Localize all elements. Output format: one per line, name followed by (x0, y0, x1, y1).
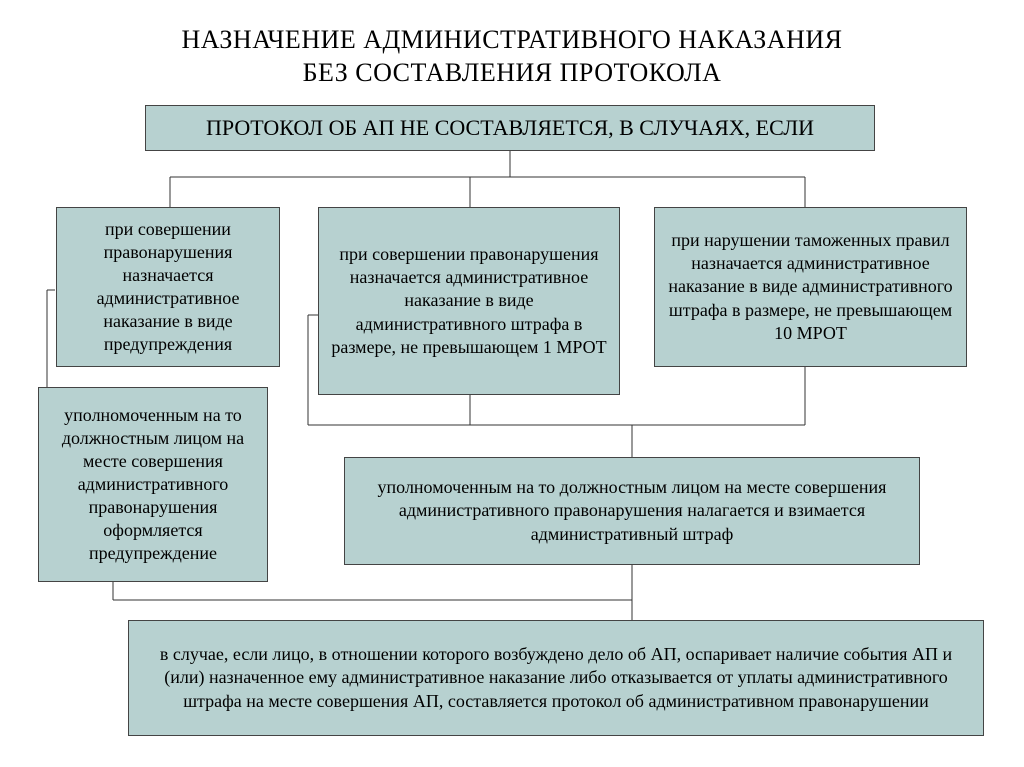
case1-text: при совершении правонарушения назначаетс… (67, 218, 269, 356)
outcome1-text: уполномоченным на то должностным лицом н… (49, 404, 257, 565)
outcome2-text: уполномоченным на то должностным лицом н… (355, 476, 909, 545)
case2-text: при совершении правонарушения назначаетс… (329, 243, 609, 358)
outcome1-box: уполномоченным на то должностным лицом н… (38, 387, 268, 582)
title-line2: БЕЗ СОСТАВЛЕНИЯ ПРОТОКОЛА (303, 58, 722, 87)
title-line1: НАЗНАЧЕНИЕ АДМИНИСТРАТИВНОГО НАКАЗАНИЯ (182, 25, 843, 54)
note-text: в случае, если лицо, в отношении которог… (139, 643, 973, 712)
case3-box: при нарушении таможенных правил назначае… (654, 207, 967, 367)
case3-text: при нарушении таможенных правил назначае… (665, 229, 956, 344)
case2-box: при совершении правонарушения назначаетс… (318, 207, 620, 395)
diagram-title: НАЗНАЧЕНИЕ АДМИНИСТРАТИВНОГО НАКАЗАНИЯ Б… (0, 0, 1024, 89)
case1-box: при совершении правонарушения назначаетс… (56, 207, 280, 367)
outcome2-box: уполномоченным на то должностным лицом н… (344, 457, 920, 565)
header-text: ПРОТОКОЛ ОБ АП НЕ СОСТАВЛЯЕТСЯ, В СЛУЧАЯ… (206, 114, 814, 142)
header-box: ПРОТОКОЛ ОБ АП НЕ СОСТАВЛЯЕТСЯ, В СЛУЧАЯ… (145, 105, 875, 151)
note-box: в случае, если лицо, в отношении которог… (128, 620, 984, 736)
